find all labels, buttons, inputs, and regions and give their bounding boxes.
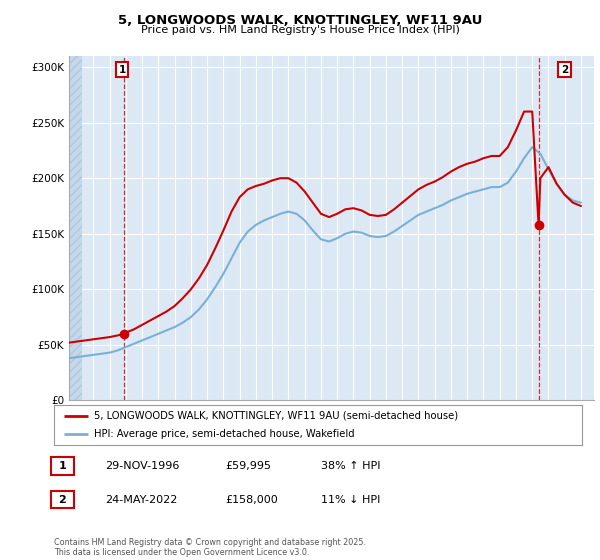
Text: 2: 2 bbox=[561, 64, 568, 74]
Text: 2: 2 bbox=[59, 494, 66, 505]
Text: 1: 1 bbox=[59, 461, 66, 471]
Text: 38% ↑ HPI: 38% ↑ HPI bbox=[321, 461, 380, 471]
Text: Price paid vs. HM Land Registry's House Price Index (HPI): Price paid vs. HM Land Registry's House … bbox=[140, 25, 460, 35]
Text: 11% ↓ HPI: 11% ↓ HPI bbox=[321, 494, 380, 505]
Text: HPI: Average price, semi-detached house, Wakefield: HPI: Average price, semi-detached house,… bbox=[94, 430, 354, 439]
Text: 24-MAY-2022: 24-MAY-2022 bbox=[105, 494, 178, 505]
Text: 5, LONGWOODS WALK, KNOTTINGLEY, WF11 9AU (semi-detached house): 5, LONGWOODS WALK, KNOTTINGLEY, WF11 9AU… bbox=[94, 411, 458, 421]
Text: 29-NOV-1996: 29-NOV-1996 bbox=[105, 461, 179, 471]
Text: £59,995: £59,995 bbox=[225, 461, 271, 471]
Text: 1: 1 bbox=[118, 64, 125, 74]
Text: £158,000: £158,000 bbox=[225, 494, 278, 505]
Text: 5, LONGWOODS WALK, KNOTTINGLEY, WF11 9AU: 5, LONGWOODS WALK, KNOTTINGLEY, WF11 9AU bbox=[118, 14, 482, 27]
Text: Contains HM Land Registry data © Crown copyright and database right 2025.
This d: Contains HM Land Registry data © Crown c… bbox=[54, 538, 366, 557]
